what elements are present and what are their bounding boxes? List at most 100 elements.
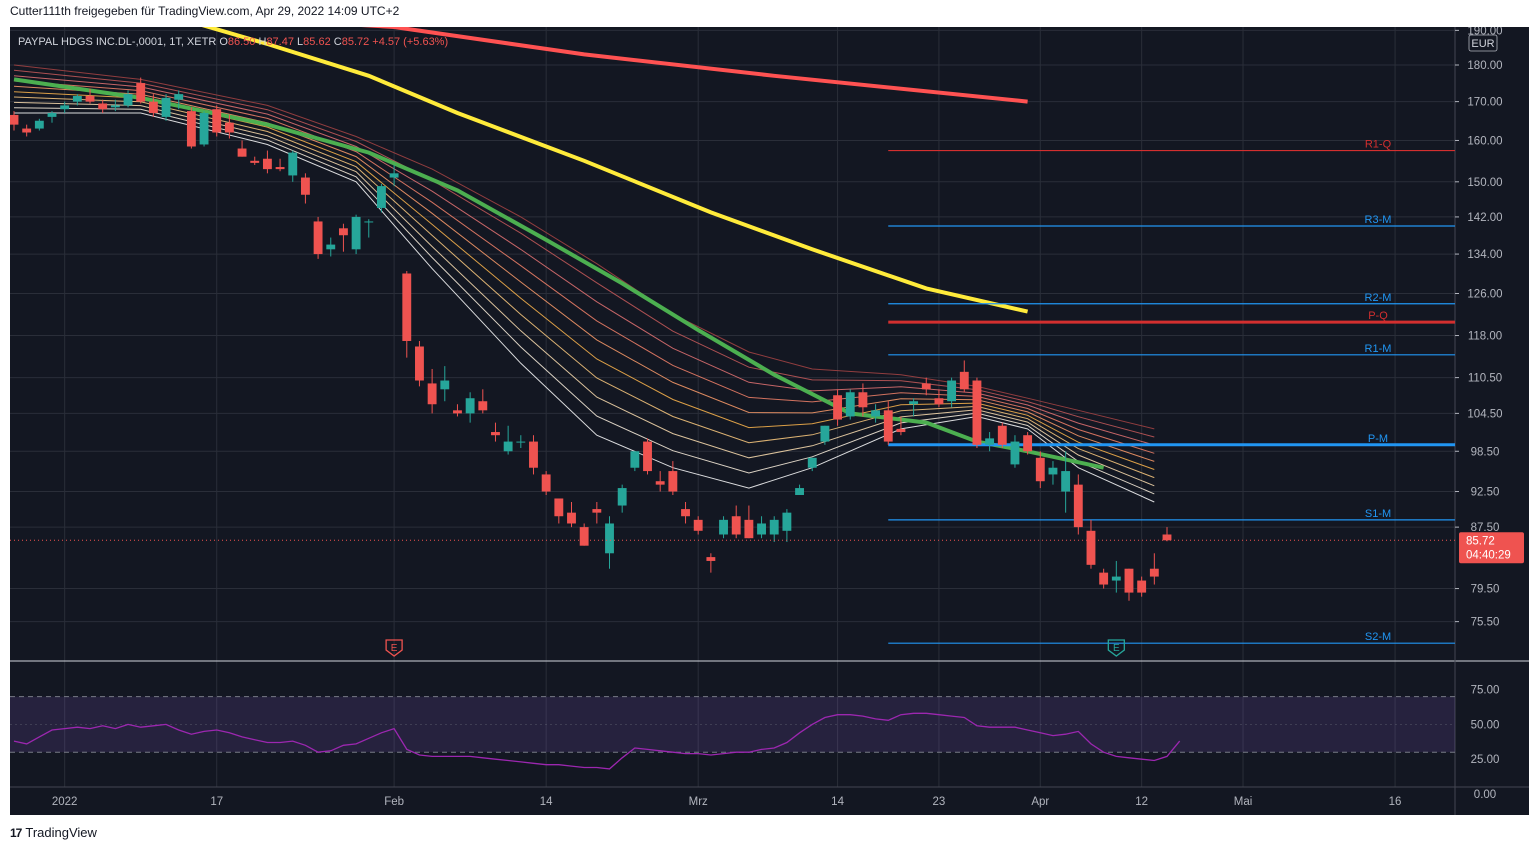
- candle-body: [10, 114, 19, 125]
- candle-body: [250, 160, 260, 163]
- candle-body: [985, 438, 995, 445]
- candle-body: [148, 101, 158, 114]
- candle-body: [110, 105, 120, 108]
- candle-body: [1111, 576, 1121, 581]
- candle-body: [668, 471, 678, 492]
- earnings-event-label: E: [1113, 643, 1120, 654]
- candle-body: [85, 95, 95, 102]
- candle-body: [1073, 484, 1083, 528]
- pivot-label-r1-m: R1-M: [1365, 343, 1392, 355]
- candle-body: [123, 94, 133, 106]
- candle-body: [959, 371, 969, 390]
- candle-body: [782, 512, 792, 531]
- candle-body: [1035, 457, 1045, 482]
- candle-body: [719, 519, 728, 535]
- candle-body: [643, 441, 652, 472]
- candle-body: [22, 128, 32, 133]
- candle-body: [529, 441, 538, 468]
- candle-body: [997, 425, 1007, 445]
- sma100-line: [201, 27, 1029, 314]
- candle-body: [313, 221, 323, 255]
- candle-body: [681, 509, 690, 517]
- y-axis-tick-label: 134.00: [1467, 249, 1502, 261]
- candle-body: [921, 383, 931, 390]
- pivot-label-r1-q: R1-Q: [1365, 139, 1392, 151]
- candle-body: [326, 244, 336, 250]
- chart-panel[interactable]: R1-Q R3-M R2-M P-Q R1-M P-M S1-M S2-M E E 190.00 18…: [10, 27, 1529, 815]
- rsi-axis-label: 75.00: [1471, 685, 1500, 697]
- currency-label[interactable]: EUR: [1471, 38, 1494, 50]
- candle-body: [909, 401, 919, 405]
- candle-body: [1048, 467, 1058, 475]
- brand-name: TradingView: [25, 825, 97, 840]
- y-axis-tick-label: 104.50: [1467, 408, 1502, 420]
- candle-body: [186, 111, 196, 147]
- candle-body: [947, 380, 957, 402]
- ema-ribbon-line: [13, 80, 1155, 454]
- y-axis-tick-label: 79.50: [1471, 584, 1500, 596]
- candle-body: [503, 441, 513, 452]
- footer: 17 TradingView: [10, 825, 97, 840]
- candle-body: [47, 113, 57, 117]
- candle-body: [693, 519, 703, 531]
- candle-body: [630, 451, 640, 468]
- candle-body: [1061, 471, 1071, 492]
- currency-box[interactable]: [1468, 34, 1498, 52]
- candle-body: [161, 97, 171, 117]
- earnings-event-icon: [385, 639, 403, 657]
- sma50-line: [13, 77, 1105, 470]
- price-chart-svg[interactable]: R1-Q R3-M R2-M P-Q R1-M P-M S1-M S2-M E E 190.00 18…: [10, 27, 1529, 815]
- candle-body: [199, 113, 209, 145]
- x-axis-tick-label: 16: [1389, 796, 1402, 808]
- candle-body: [617, 488, 627, 506]
- candle-body: [567, 512, 576, 524]
- candle-body: [237, 148, 247, 157]
- symbol-legend[interactable]: PAYPAL HDGS INC.DL-,0001, 1T, XETR O86.5…: [18, 36, 448, 48]
- x-axis-tick-label: 17: [210, 796, 223, 808]
- y-axis-tick-label: 180.00: [1467, 60, 1502, 72]
- candle-body: [833, 395, 843, 420]
- x-axis-tick-label: 14: [831, 796, 844, 808]
- candle-body: [541, 474, 551, 492]
- rsi-line: [13, 712, 1181, 770]
- candle-body: [1099, 572, 1109, 585]
- candle-body: [98, 103, 108, 110]
- last-price-badge: [1459, 532, 1524, 564]
- earnings-event-icon: [1107, 639, 1125, 657]
- rsi-axis-label: 0.00: [1474, 789, 1496, 801]
- candle-body: [224, 122, 234, 133]
- candle-body: [351, 216, 361, 250]
- candle-body: [465, 398, 475, 414]
- candle-body: [871, 410, 881, 417]
- y-axis-tick-label: 142.00: [1467, 212, 1502, 224]
- pivot-label-r3-m: R3-M: [1365, 214, 1392, 226]
- y-axis-tick-label: 75.50: [1471, 617, 1500, 629]
- candle-body: [1124, 568, 1134, 593]
- snapshot-header: Cutter111th freigegeben für TradingView.…: [10, 4, 400, 18]
- candle-body: [744, 519, 754, 539]
- x-axis-tick-label: 2022: [52, 796, 78, 808]
- pivot-label-s1-m: S1-M: [1365, 508, 1391, 520]
- ema-ribbon-line: [13, 96, 1155, 479]
- tradingview-logo-icon: 17: [10, 825, 22, 840]
- candle-body: [934, 398, 944, 405]
- candle-body: [34, 120, 44, 129]
- candle-body: [72, 95, 82, 102]
- candle-body: [427, 383, 437, 405]
- candle-body: [300, 177, 310, 195]
- candle-body: [579, 527, 589, 546]
- ema-ribbon-line: [13, 91, 1155, 470]
- candle-body: [262, 158, 272, 170]
- y-axis-tick-label: 126.00: [1467, 289, 1502, 301]
- x-axis-tick-label: Apr: [1031, 796, 1049, 808]
- candle-body: [1010, 441, 1020, 465]
- y-axis-tick-label: 92.50: [1471, 487, 1500, 499]
- y-axis-tick-label: 118.00: [1468, 331, 1502, 343]
- candle-countdown: 04:40:29: [1466, 549, 1511, 561]
- candle-body: [655, 481, 665, 485]
- rsi-axis-label: 50.00: [1471, 719, 1500, 731]
- candle-body: [858, 392, 868, 408]
- candle-body: [1162, 534, 1172, 541]
- candle-body: [174, 94, 184, 100]
- x-axis-tick-label: 12: [1135, 796, 1148, 808]
